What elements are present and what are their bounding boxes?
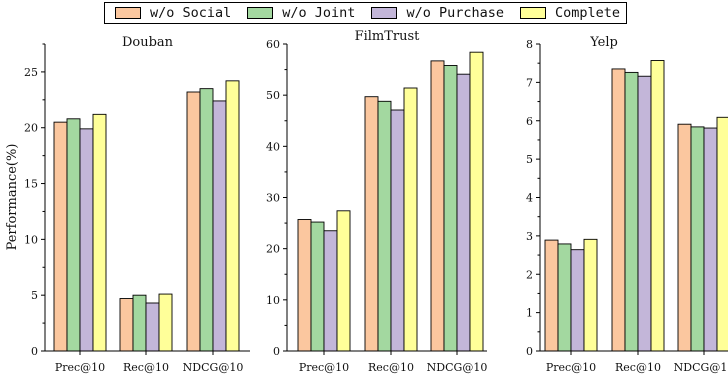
legend-item-wo-purchase: w/o Purchase	[371, 5, 504, 21]
bar-w-o-purchase-rec10	[637, 75, 652, 352]
y-tick-label: 50	[266, 89, 280, 102]
chart-title: Yelp	[589, 35, 618, 50]
legend-label: w/o Joint	[282, 5, 356, 21]
legend-swatch	[519, 7, 546, 19]
y-tick-label: 0	[273, 345, 280, 358]
bar-w-o-purchase-prec10	[570, 249, 585, 352]
y-axis-label: Performance(%)	[5, 144, 20, 251]
x-tick-label: Rec@10	[368, 361, 414, 374]
y-tick-label: 25	[24, 66, 38, 79]
y-tick-label: 5	[31, 289, 38, 302]
y-tick-label: 20	[266, 243, 280, 256]
x-tick-label: Rec@10	[615, 361, 661, 374]
bar-complete-prec10	[583, 238, 598, 352]
chart-panel-douban: Douban 0 5 10 15 20 25 Prec@10 Rec@10 NDCG@10	[24, 35, 250, 374]
bar-complete-ndcg10	[716, 116, 728, 352]
chart-panel-filmtrust: FilmTrust 0 10 20 30 40 50 60 Prec@10 Rec@10 NDCG@…	[266, 29, 487, 374]
bar-w-o-social-rec10	[119, 298, 134, 352]
legend-label: w/o Purchase	[406, 5, 504, 21]
y-tick-label: 3	[526, 230, 533, 243]
bar-complete-ndcg10	[469, 51, 484, 352]
x-tick-label: NDCG@10	[183, 361, 244, 374]
bar-complete-rec10	[403, 87, 418, 352]
bar-w-o-joint-prec10	[310, 221, 325, 352]
y-tick-label: 8	[526, 38, 533, 51]
bar-w-o-joint-ndcg10	[443, 65, 458, 352]
bar-w-o-purchase-ndcg10	[703, 127, 718, 352]
bar-w-o-joint-ndcg10	[690, 126, 705, 352]
legend-swatch	[247, 7, 274, 19]
x-tick-label: Prec@10	[55, 361, 105, 374]
legend-item-wo-social: w/o Social	[115, 5, 231, 21]
bar-complete-prec10	[336, 210, 351, 352]
y-tick-label: 6	[526, 115, 533, 128]
legend-swatch	[371, 7, 398, 19]
y-tick-label: 30	[266, 192, 280, 205]
bar-w-o-social-prec10	[544, 239, 559, 352]
y-tick-label: 2	[526, 268, 533, 281]
bar-w-o-social-ndcg10	[677, 123, 692, 352]
x-tick-label: Rec@10	[123, 361, 169, 374]
legend-label: w/o Social	[150, 5, 232, 21]
bar-w-o-purchase-ndcg10	[456, 73, 471, 352]
bar-w-o-purchase-rec10	[145, 302, 160, 352]
y-tick-label: 7	[526, 76, 533, 89]
bar-w-o-social-prec10	[297, 219, 312, 352]
bar-w-o-purchase-prec10	[79, 128, 94, 352]
y-tick-label: 5	[526, 153, 533, 166]
chart-panel-yelp: Yelp 0 1 2 3 4 5 6 7 8 Prec@10 Rec@10 NDCG@10	[526, 35, 728, 374]
bar-complete-rec10	[650, 60, 665, 352]
legend-swatch	[115, 7, 141, 19]
x-tick-label: Prec@10	[299, 361, 349, 374]
y-tick-label: 20	[24, 122, 38, 135]
bar-w-o-social-ndcg10	[430, 60, 445, 352]
bar-complete-prec10	[92, 113, 107, 352]
legend-item-complete: Complete	[519, 5, 621, 21]
legend-item-wo-joint: w/o Joint	[247, 5, 355, 21]
bar-complete-rec10	[158, 293, 173, 352]
y-tick-label: 40	[266, 140, 280, 153]
bar-w-o-joint-rec10	[624, 71, 639, 352]
x-tick-label: NDCG@10	[427, 361, 488, 374]
bar-w-o-social-ndcg10	[186, 91, 201, 352]
bar-w-o-social-prec10	[53, 121, 68, 352]
bar-complete-ndcg10	[225, 80, 240, 352]
bar-w-o-joint-prec10	[557, 243, 572, 352]
y-tick-label: 0	[31, 345, 38, 358]
bar-w-o-purchase-prec10	[323, 230, 338, 352]
bar-w-o-social-rec10	[364, 96, 379, 352]
chart-title: Douban	[122, 35, 174, 50]
x-tick-label: NDCG@10	[674, 361, 728, 374]
y-tick-label: 4	[526, 192, 533, 205]
bar-w-o-purchase-ndcg10	[212, 100, 227, 352]
bar-w-o-joint-prec10	[66, 118, 81, 352]
bar-w-o-social-rec10	[611, 68, 626, 352]
y-tick-label: 1	[526, 307, 533, 320]
x-tick-label: Prec@10	[546, 361, 596, 374]
legend: w/o Social w/o Joint w/o Purchase Comple…	[104, 2, 627, 24]
chart-title: FilmTrust	[355, 29, 421, 44]
y-tick-label: 10	[24, 233, 38, 246]
legend-label: Complete	[554, 5, 621, 21]
bar-w-o-joint-rec10	[132, 294, 147, 352]
y-tick-label: 60	[266, 38, 280, 51]
y-tick-label: 10	[266, 294, 280, 307]
bar-w-o-joint-rec10	[377, 100, 392, 352]
bar-w-o-joint-ndcg10	[199, 88, 214, 352]
y-tick-label: 15	[24, 178, 38, 191]
y-tick-label: 0	[526, 345, 533, 358]
bar-w-o-purchase-rec10	[390, 109, 405, 352]
